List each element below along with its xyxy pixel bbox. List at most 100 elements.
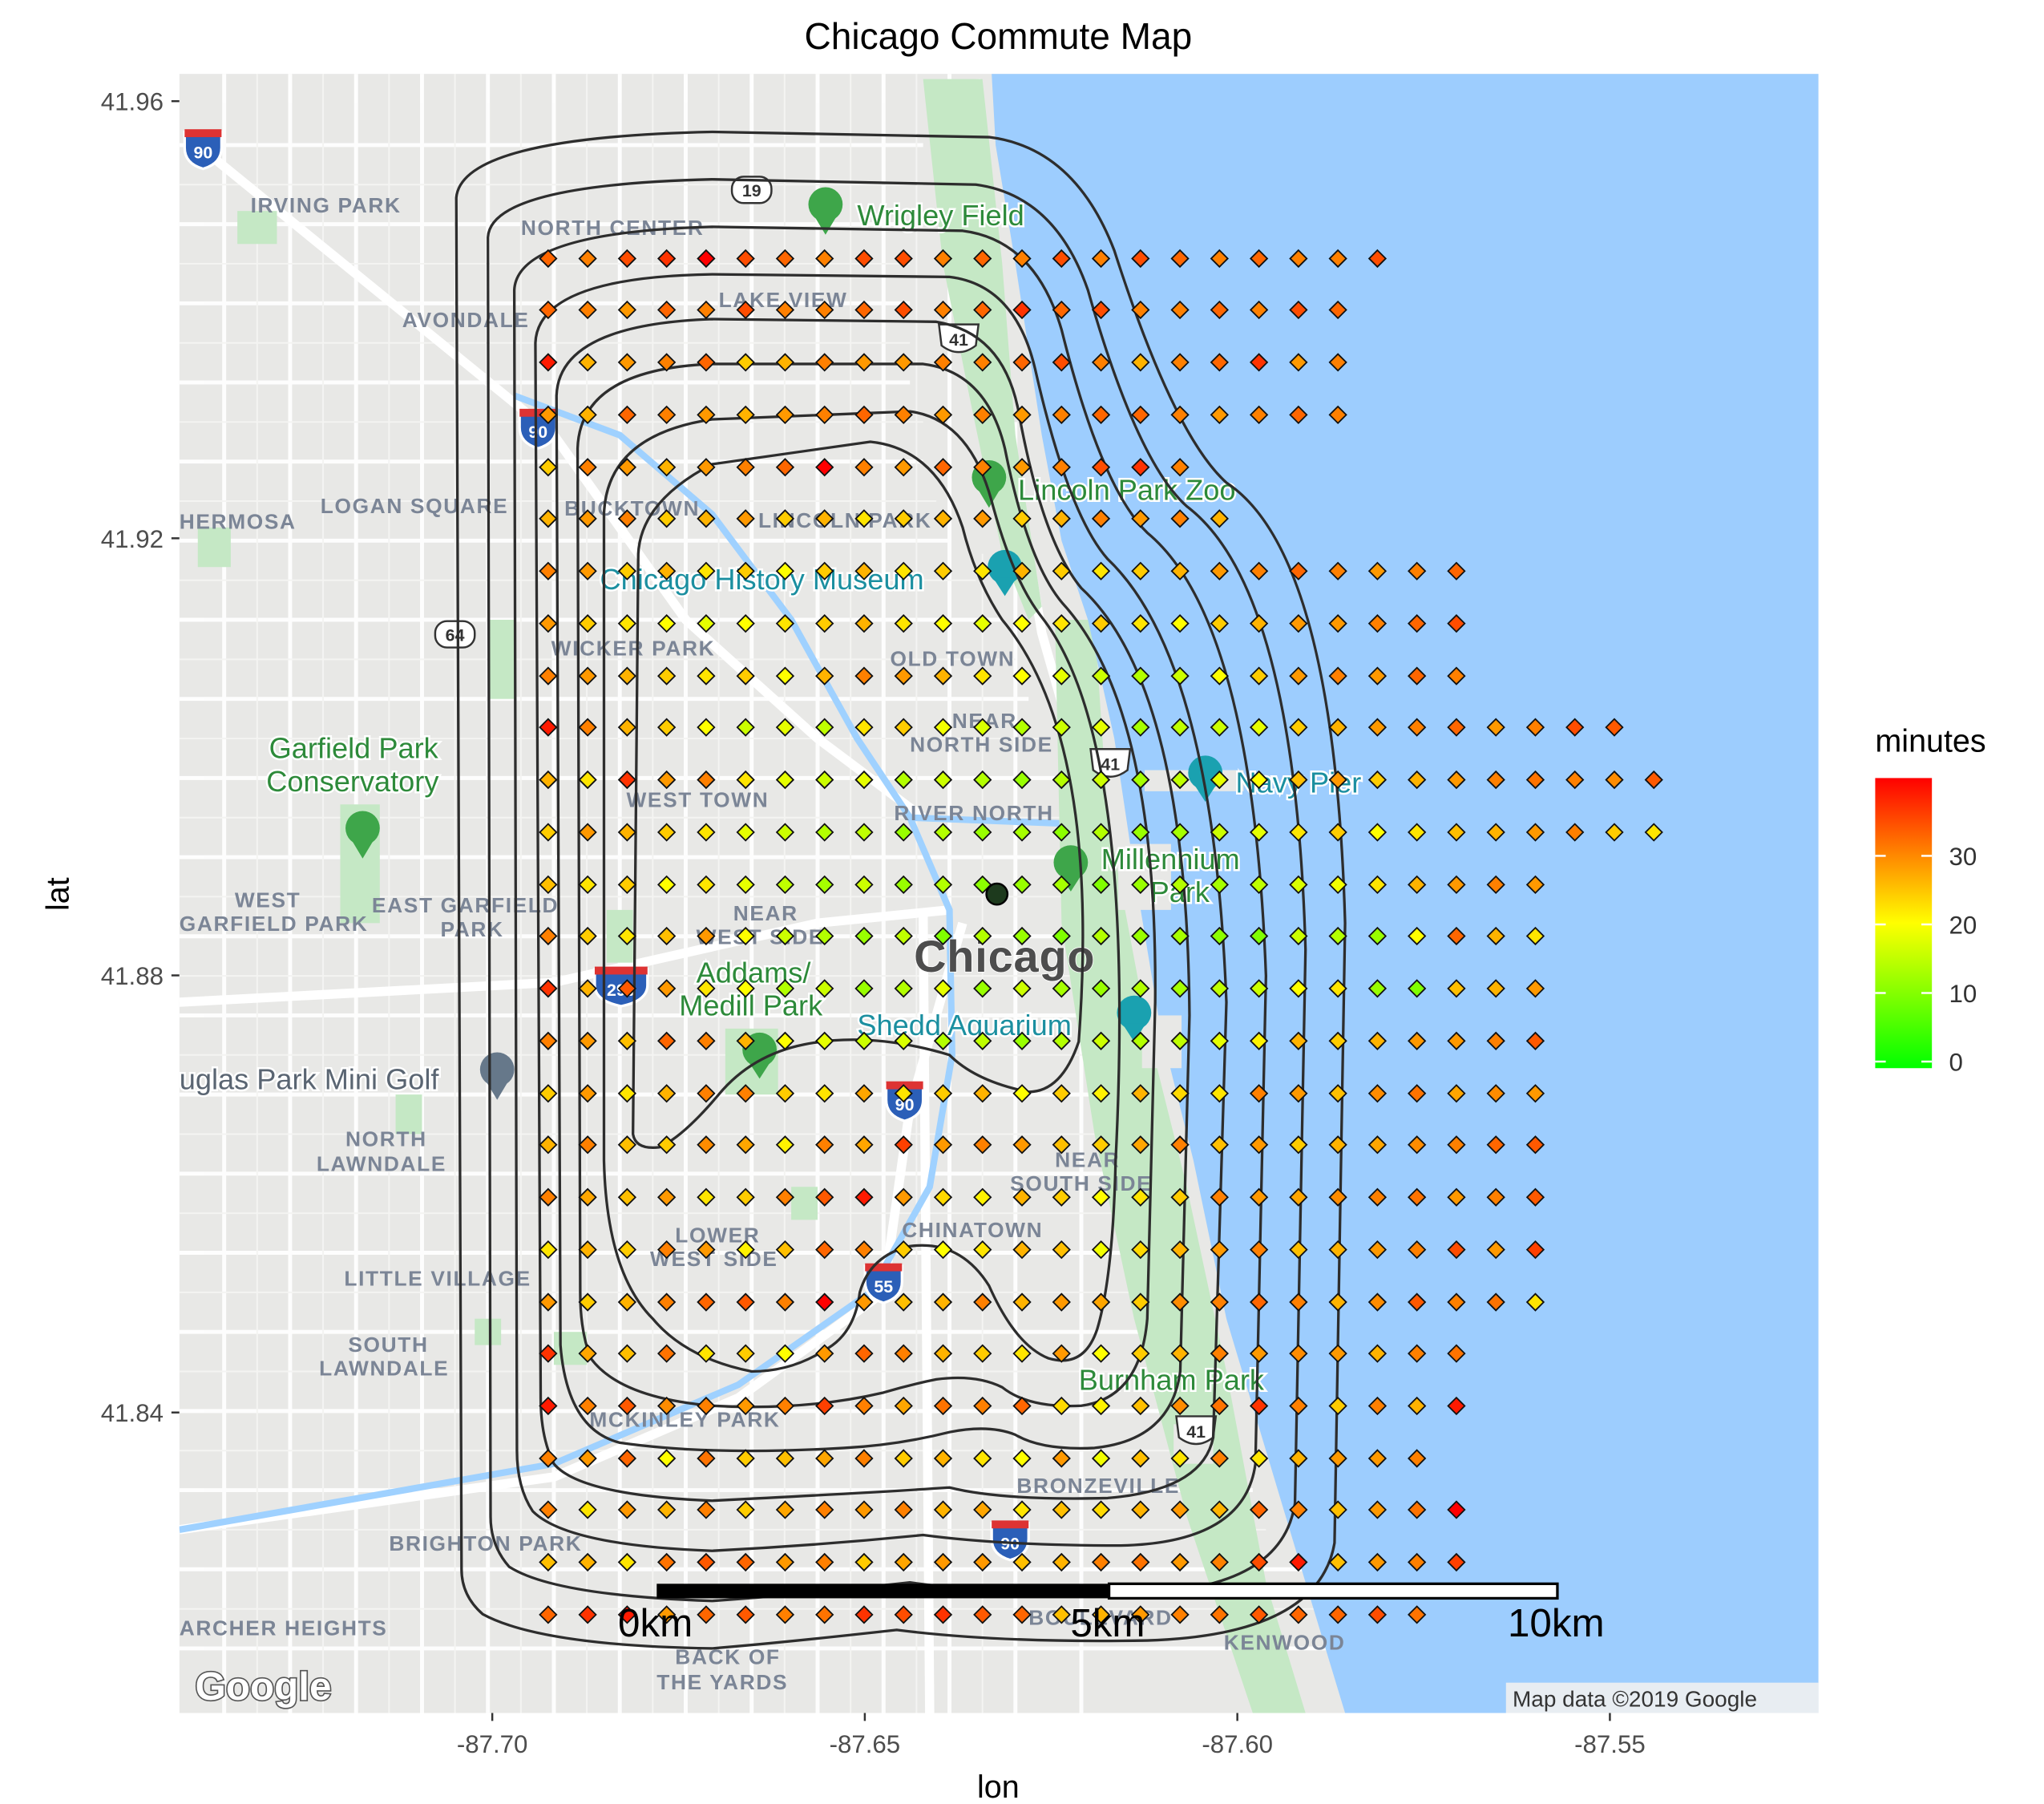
commute-point-r22-c13 xyxy=(1052,458,1071,477)
label-bronzeville: BRONZEVILLE xyxy=(1016,1474,1180,1498)
scale-label-0km: 0km xyxy=(618,1601,693,1645)
commute-point-r21-c4 xyxy=(697,509,716,528)
y-tick-label: 41.84 xyxy=(101,1399,164,1427)
commute-point-r20-c5 xyxy=(736,561,755,580)
commute-point-r13-c9 xyxy=(894,926,913,946)
commute-point-r4-c17 xyxy=(1210,1396,1229,1416)
commute-point-r26-c14 xyxy=(1091,249,1111,269)
commute-point-r12-c8 xyxy=(854,979,874,998)
commute-point-r7-c0 xyxy=(539,1240,558,1260)
commute-point-r14-c15 xyxy=(1131,875,1150,895)
commute-point-r5-c8 xyxy=(854,1344,874,1363)
commute-point-r14-c22 xyxy=(1408,875,1427,895)
commute-point-r17-c20 xyxy=(1328,718,1347,737)
commute-point-r2-c23 xyxy=(1447,1500,1466,1519)
route-shield-19: 19 xyxy=(730,176,773,204)
commute-point-r2-c14 xyxy=(1091,1500,1111,1519)
commute-point-r24-c1 xyxy=(578,353,597,372)
commute-point-r9-c4 xyxy=(697,1135,716,1155)
commute-point-r16-c21 xyxy=(1367,770,1388,790)
commute-point-r23-c5 xyxy=(736,405,755,424)
commute-point-r9-c2 xyxy=(617,1135,637,1155)
commute-point-r22-c11 xyxy=(973,458,992,477)
commute-point-r10-c4 xyxy=(697,1084,716,1103)
commute-point-r4-c7 xyxy=(815,1396,834,1416)
commute-point-r9-c24 xyxy=(1486,1135,1505,1155)
commute-point-r5-c21 xyxy=(1367,1344,1388,1363)
commute-point-r25-c16 xyxy=(1170,300,1190,320)
commute-point-r1-c9 xyxy=(894,1552,913,1572)
commute-point-r14-c9 xyxy=(894,875,913,895)
scale-bar: 0km 5km 10km xyxy=(618,1582,1605,1645)
commute-point-r21-c0 xyxy=(539,509,558,528)
commute-point-r8-c23 xyxy=(1447,1187,1466,1207)
label-mckinley-park: MCKINLEY PARK xyxy=(589,1408,780,1432)
rivers xyxy=(179,392,1082,1533)
commute-point-r18-c0 xyxy=(539,666,558,686)
commute-point-r14-c21 xyxy=(1367,875,1388,895)
commute-point-r6-c3 xyxy=(657,1292,677,1312)
commute-point-r26-c9 xyxy=(894,249,913,269)
commute-point-r10-c19 xyxy=(1289,1084,1308,1103)
commute-point-r16-c19 xyxy=(1289,770,1308,790)
commute-point-r10-c9 xyxy=(894,1084,913,1103)
commute-point-r11-c17 xyxy=(1210,1031,1229,1050)
label-hermosa: HERMOSA xyxy=(180,510,297,534)
svg-text:41: 41 xyxy=(1186,1422,1206,1442)
commute-point-r15-c21 xyxy=(1367,823,1388,842)
commute-point-r25-c3 xyxy=(657,300,677,320)
commute-point-r4-c14 xyxy=(1091,1396,1111,1416)
commute-point-r2-c3 xyxy=(657,1500,677,1519)
commute-point-r11-c1 xyxy=(578,1031,597,1050)
commute-point-r16-c14 xyxy=(1091,770,1111,790)
commute-point-r22-c9 xyxy=(894,458,913,477)
commute-point-r15-c10 xyxy=(933,823,953,842)
commute-point-r5-c3 xyxy=(657,1344,677,1363)
commute-point-r21-c2 xyxy=(617,509,637,528)
commute-point-r7-c2 xyxy=(617,1240,637,1260)
map-panel[interactable]: IRVING PARK NORTH CENTER AVONDALE LAKE V… xyxy=(179,74,1819,1713)
commute-point-r22-c1 xyxy=(578,458,597,477)
commute-point-r1-c5 xyxy=(736,1552,755,1572)
commute-point-r25-c12 xyxy=(1012,300,1032,320)
commute-point-r6-c18 xyxy=(1249,1292,1269,1312)
commute-point-r18-c13 xyxy=(1052,666,1071,686)
commute-point-r23-c6 xyxy=(775,405,795,424)
commute-point-r4-c8 xyxy=(854,1396,874,1416)
scale-label-10km: 10km xyxy=(1508,1601,1605,1645)
commute-point-r24-c10 xyxy=(933,353,953,372)
commute-point-r10-c17 xyxy=(1210,1084,1229,1103)
commute-point-r14-c18 xyxy=(1249,875,1269,895)
commute-point-r18-c1 xyxy=(578,666,597,686)
commute-point-r9-c16 xyxy=(1170,1135,1190,1155)
commute-point-r11-c4 xyxy=(697,1031,716,1050)
label-river-north: RIVER NORTH xyxy=(894,801,1053,825)
commute-point-r23-c9 xyxy=(894,405,913,424)
commute-point-r3-c19 xyxy=(1289,1449,1308,1468)
commute-point-r19-c23 xyxy=(1447,614,1466,633)
commute-point-r22-c10 xyxy=(933,458,953,477)
label-brighton-park: BRIGHTON PARK xyxy=(389,1531,582,1555)
commute-point-r18-c17 xyxy=(1210,666,1229,686)
commute-point-r7-c3 xyxy=(657,1240,677,1260)
commute-point-r17-c7 xyxy=(815,718,834,737)
commute-point-r17-c12 xyxy=(1012,718,1032,737)
commute-point-r12-c1 xyxy=(578,979,597,998)
commute-point-r20-c22 xyxy=(1408,561,1427,580)
commute-point-r21-c6 xyxy=(775,509,795,528)
commute-point-r16-c25 xyxy=(1525,770,1545,790)
commute-point-r14-c23 xyxy=(1447,875,1466,895)
commute-point-r4-c9 xyxy=(894,1396,913,1416)
commute-point-r15-c16 xyxy=(1170,823,1190,842)
label-near-south-2: SOUTH SIDE xyxy=(1010,1171,1152,1195)
commute-point-r12-c11 xyxy=(973,979,992,998)
commute-point-r21-c13 xyxy=(1052,509,1071,528)
commute-point-r19-c14 xyxy=(1091,614,1111,633)
y-tick-label: 41.88 xyxy=(101,962,164,990)
commute-point-r0-c7 xyxy=(815,1605,834,1624)
commute-point-r0-c21 xyxy=(1367,1605,1388,1624)
commute-point-r7-c22 xyxy=(1408,1240,1427,1260)
commute-point-r6-c24 xyxy=(1486,1292,1505,1312)
commute-point-r13-c11 xyxy=(973,926,992,946)
commute-point-r6-c0 xyxy=(539,1292,558,1312)
